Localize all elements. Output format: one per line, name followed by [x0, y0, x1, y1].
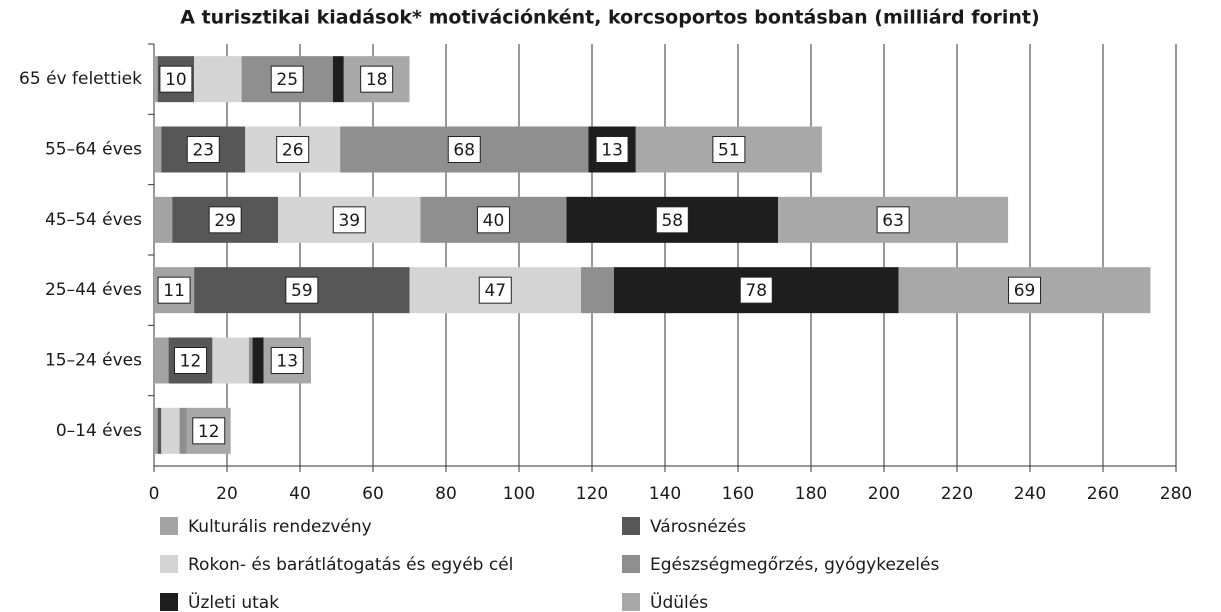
- legend-label: Egészségmegőrzés, gyógykezelés: [650, 555, 939, 575]
- value-label: 58: [661, 211, 683, 231]
- legend-swatch: [160, 555, 178, 573]
- value-label: 10: [165, 70, 187, 90]
- x-tick-label: 120: [576, 484, 608, 504]
- value-label: 51: [718, 141, 740, 161]
- value-label-box: [360, 65, 394, 93]
- bar-segment: [157, 407, 162, 454]
- bar-segment: [154, 337, 169, 384]
- value-label-box: [157, 276, 191, 304]
- bar-segment: [581, 267, 614, 314]
- bar-segment: [332, 56, 344, 103]
- value-label: 18: [366, 70, 388, 90]
- bar-segment: [252, 337, 264, 384]
- legend-swatch: [160, 593, 178, 611]
- value-label-box: [332, 206, 366, 234]
- x-tick-label: 260: [1087, 484, 1119, 504]
- x-tick-label: 60: [362, 484, 384, 504]
- legend-label: Üzleti utak: [188, 591, 279, 612]
- bar-segment: [161, 407, 180, 454]
- bar-segment: [194, 56, 242, 103]
- value-label-box: [476, 206, 510, 234]
- bar-segment: [154, 126, 162, 173]
- value-label-box: [595, 136, 629, 163]
- value-label-box: [285, 276, 319, 304]
- value-label: 39: [338, 211, 360, 231]
- value-label-box: [192, 417, 226, 445]
- y-tick-label: 25–44 éves: [45, 280, 142, 300]
- value-label-box: [739, 276, 773, 304]
- legend-swatch: [160, 517, 178, 535]
- value-label: 47: [484, 281, 506, 301]
- bar-segment: [248, 337, 253, 384]
- value-label-box: [478, 276, 512, 304]
- x-tick-label: 220: [941, 484, 973, 504]
- value-label-box: [1008, 276, 1042, 304]
- value-label-box: [276, 136, 310, 163]
- value-label: 29: [214, 211, 236, 231]
- y-tick-label: 65 év felettiek: [19, 69, 142, 89]
- value-label: 12: [180, 352, 202, 372]
- value-label: 13: [276, 352, 298, 372]
- value-label-box: [159, 65, 193, 93]
- bar-segment: [154, 196, 173, 243]
- legend-label: Kulturális rendezvény: [188, 517, 372, 537]
- value-label-box: [208, 206, 242, 234]
- value-label: 13: [601, 141, 623, 161]
- legend-swatch: [622, 555, 640, 573]
- value-label-box: [447, 136, 481, 163]
- value-label: 40: [483, 211, 505, 231]
- value-label-box: [655, 206, 689, 234]
- x-tick-label: 200: [868, 484, 900, 504]
- bar-segment: [154, 56, 158, 103]
- value-label: 68: [453, 141, 475, 161]
- x-tick-label: 0: [149, 484, 160, 504]
- value-label: 11: [163, 281, 185, 301]
- x-tick-label: 140: [649, 484, 681, 504]
- value-label: 23: [192, 141, 214, 161]
- value-label-box: [270, 65, 304, 93]
- bar-segment: [154, 407, 158, 454]
- value-label: 26: [282, 141, 304, 161]
- y-tick-label: 55–64 éves: [45, 140, 142, 160]
- x-tick-label: 240: [1014, 484, 1046, 504]
- bar-segment: [212, 337, 249, 384]
- legend-label: Üdülés: [650, 591, 708, 612]
- legend-swatch: [622, 517, 640, 535]
- value-label-box: [186, 136, 220, 163]
- x-tick-label: 280: [1160, 484, 1192, 504]
- value-label: 78: [745, 281, 767, 301]
- value-label: 12: [198, 422, 220, 442]
- value-label: 69: [1014, 281, 1036, 301]
- x-tick-label: 160: [722, 484, 754, 504]
- value-label: 25: [276, 70, 298, 90]
- bar-segment: [179, 407, 187, 454]
- x-tick-label: 20: [216, 484, 238, 504]
- x-tick-label: 40: [289, 484, 311, 504]
- x-tick-label: 180: [795, 484, 827, 504]
- value-label-box: [270, 347, 304, 374]
- value-label-box: [876, 206, 910, 234]
- x-tick-label: 80: [435, 484, 457, 504]
- y-tick-label: 15–24 éves: [45, 351, 142, 371]
- y-tick-label: 0–14 éves: [56, 421, 142, 441]
- value-label: 63: [882, 211, 904, 231]
- legend-label: Városnézés: [650, 517, 746, 537]
- value-label-box: [174, 347, 207, 374]
- legend-swatch: [622, 593, 640, 611]
- x-tick-label: 100: [503, 484, 535, 504]
- value-label-box: [712, 136, 746, 163]
- legend-label: Rokon- és barátlátogatás és egyéb cél: [188, 555, 513, 575]
- chart-title: A turisztikai kiadások* motivációnként, …: [180, 7, 1039, 29]
- value-label: 59: [291, 281, 313, 301]
- y-tick-label: 45–54 éves: [45, 210, 142, 230]
